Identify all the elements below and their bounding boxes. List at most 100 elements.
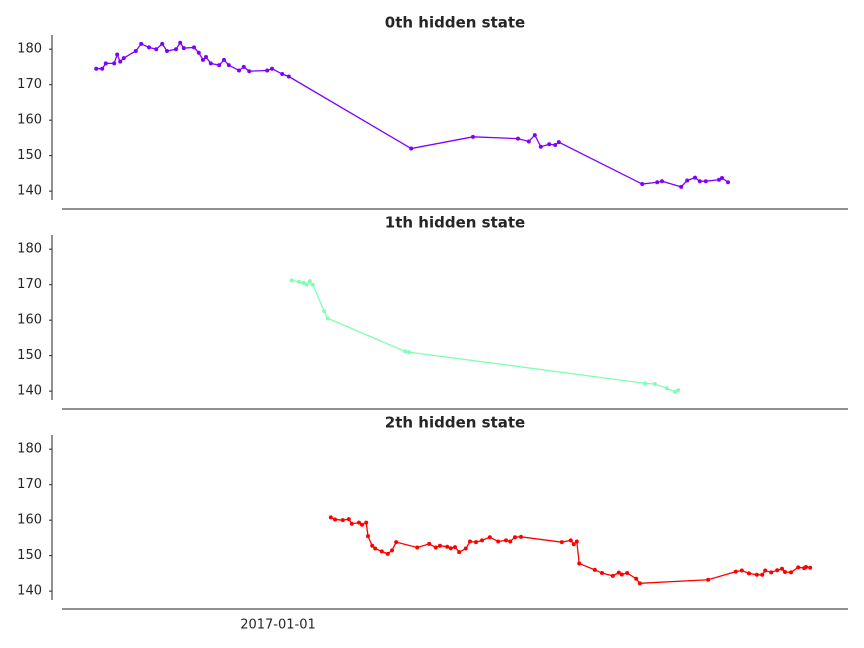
data-point [390, 548, 394, 553]
data-point [697, 179, 702, 184]
data-point [559, 540, 564, 545]
data-point [265, 68, 270, 73]
data-point [780, 566, 784, 571]
data-point [160, 41, 165, 46]
data-point [196, 50, 201, 55]
data-point [297, 279, 301, 284]
data-point [504, 538, 508, 543]
y-tick-label: 160 [17, 113, 42, 128]
chart-title: 0th hidden state [385, 14, 525, 32]
data-point [301, 280, 306, 285]
y-tick-label: 180 [17, 42, 42, 57]
data-point [739, 568, 744, 573]
data-point [192, 45, 196, 50]
data-point [453, 545, 457, 550]
data-point [693, 175, 697, 180]
data-point [619, 572, 624, 577]
data-point [796, 565, 801, 570]
data-point [286, 74, 291, 79]
data-point [526, 139, 531, 144]
data-point [328, 515, 333, 520]
data-point [174, 47, 178, 52]
data-point [370, 543, 375, 548]
y-tick-label: 140 [17, 184, 42, 199]
data-point [637, 581, 642, 586]
data-point [553, 143, 558, 147]
data-point [115, 52, 120, 57]
data-point [679, 184, 684, 189]
y-tick-label: 180 [17, 442, 42, 457]
data-point [133, 48, 138, 53]
data-point [178, 40, 183, 45]
data-point [660, 179, 664, 184]
data-point [685, 178, 690, 183]
data-point [379, 549, 384, 554]
data-point [360, 522, 364, 527]
data-point [783, 569, 787, 574]
data-point [201, 57, 205, 62]
y-tick-label: 170 [17, 277, 42, 292]
data-point [640, 182, 645, 187]
data-point [480, 538, 484, 543]
y-tick-label: 160 [17, 513, 42, 528]
data-point [147, 45, 151, 50]
data-point [433, 545, 438, 550]
data-point [468, 539, 472, 544]
data-point [610, 573, 615, 578]
data-point [415, 545, 420, 550]
series-line [96, 41, 729, 188]
data-point [364, 520, 369, 525]
data-point [556, 140, 561, 145]
data-point [406, 350, 411, 355]
data-point [307, 279, 312, 284]
data-point [703, 179, 708, 184]
data-point [574, 539, 579, 544]
data-point [625, 571, 630, 576]
data-point [463, 546, 468, 551]
data-point [568, 538, 573, 543]
data-point [94, 66, 99, 71]
data-point [538, 144, 543, 149]
data-point [457, 550, 462, 555]
data-point [385, 551, 390, 556]
data-point [280, 72, 285, 77]
data-point [118, 59, 123, 64]
data-point [747, 571, 751, 576]
data-point [103, 61, 108, 66]
data-point [100, 66, 105, 71]
data-point [226, 63, 231, 68]
data-point [673, 389, 678, 394]
data-point [471, 134, 475, 139]
data-point [733, 569, 738, 574]
data-point [474, 540, 478, 545]
data-point [204, 55, 208, 59]
data-point [577, 561, 582, 566]
data-point [427, 541, 432, 546]
data-point [600, 571, 604, 576]
data-point [222, 57, 226, 62]
data-point [112, 61, 117, 66]
data-point [322, 309, 327, 314]
data-point [720, 176, 724, 180]
data-point [270, 66, 274, 71]
y-tick-label: 150 [17, 148, 42, 163]
data-point [516, 136, 520, 141]
data-point [547, 142, 552, 147]
data-point [717, 177, 721, 182]
data-point [403, 349, 408, 354]
data-point [508, 539, 513, 544]
data-point [366, 534, 370, 539]
data-point [333, 517, 337, 522]
data-point [789, 570, 793, 575]
data-point [726, 180, 730, 185]
data-point [445, 544, 450, 549]
data-point [438, 543, 442, 548]
data-point [532, 133, 537, 138]
y-tick-label: 170 [17, 477, 42, 492]
data-point [616, 570, 621, 575]
data-point [325, 316, 330, 321]
data-point [808, 565, 813, 570]
data-point [448, 546, 453, 551]
data-point [357, 520, 361, 525]
data-point [208, 61, 213, 66]
